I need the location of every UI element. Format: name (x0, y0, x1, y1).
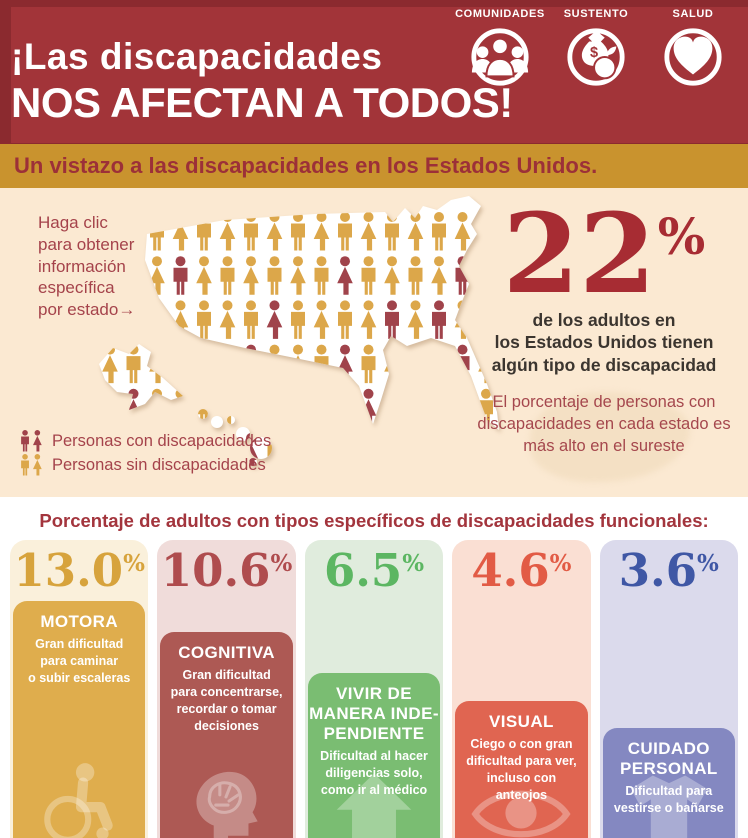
card-description: Ciego o con gran dificultad para ver, in… (466, 737, 577, 802)
stat-note: El porcentaje de personas con discapacid… (477, 392, 731, 456)
brain-icon (196, 771, 258, 838)
heart-icon (664, 28, 722, 86)
svg-text:$: $ (590, 45, 598, 61)
red-people-pair-icon (21, 429, 42, 452)
card-body: VISUAL Ciego o con gran dificultad para … (455, 701, 588, 838)
card-percent: 13.0% (13, 544, 145, 597)
section-banner: Un vistazo a las discapacidades en los E… (0, 143, 748, 188)
stat-value: 22% (502, 189, 706, 318)
card-title: MOTORA (40, 612, 119, 631)
wheelchair-icon (44, 763, 113, 838)
card-body: CUIDADO PERSONAL Dificultad para vestirs… (602, 728, 736, 838)
badge-comunidades: COMUNIDADES (452, 8, 548, 93)
stat-caption: de los adultos en los Estados Unidos tie… (491, 309, 717, 376)
badge-salud: SALUD (645, 8, 741, 93)
gold-people-pair-icon (21, 453, 42, 476)
card-body: MOTORA Gran dificultad para caminar o su… (13, 601, 146, 838)
header-left-edge (0, 0, 11, 143)
legend-label: Personas con discapacidades (52, 431, 272, 450)
percent-sign: % (549, 550, 572, 577)
card-title: VISUAL (489, 712, 554, 731)
percent-sign: % (270, 550, 293, 577)
badge-sustento-label: SUSTENTO (563, 8, 629, 20)
percent-sign: % (123, 550, 145, 577)
disability-type-cards: 13.0% MOTORA Gran dificultad para camina… (10, 540, 739, 838)
money-bag-apple-icon: $ (567, 28, 625, 86)
badge-comunidades-label: COMUNIDADES (455, 8, 545, 20)
card-motora: 13.0% MOTORA Gran dificultad para camina… (10, 540, 149, 838)
legend-with-disabilities: Personas con discapacidades (20, 429, 271, 453)
map-cta-text: Haga clic para obtener información espec… (38, 213, 136, 319)
card-title: COGNITIVA (178, 643, 275, 662)
card-percent: 3.6% (618, 544, 719, 597)
page-title-line1: ¡Las discapacidades (11, 36, 383, 77)
card-percent: 10.6% (160, 544, 293, 597)
badge-salud-label: SALUD (672, 8, 714, 20)
legend-label: Personas sin discapacidades (52, 455, 266, 474)
card-vivir-independiente: 6.5% VIVIR DE MANERA INDE- PENDIENTE Dif… (304, 540, 444, 838)
map-legend: Personas con discapacidades Personas sin… (20, 429, 271, 477)
card-cuidado-personal: 3.6% CUIDADO PERSONAL Dificultad para ve… (599, 540, 739, 838)
header: ¡Las discapacidades NOS AFECTAN A TODOS!… (0, 0, 748, 143)
map-section: Haga clic para obtener información espec… (0, 188, 748, 497)
card-description: Dificultad para vestirse o bañarse (613, 784, 724, 815)
card-description: Gran dificultad para caminar o subir esc… (28, 637, 131, 685)
page-title-line2: NOS AFECTAN A TODOS! (11, 79, 513, 126)
card-body: COGNITIVA Gran dificultad para concentra… (160, 632, 293, 838)
card-percent: 4.6% (471, 544, 572, 597)
legend-without-disabilities: Personas sin discapacidades (20, 453, 271, 477)
card-title: CUIDADO PERSONAL (620, 739, 718, 779)
header-top-edge (0, 0, 748, 7)
national-stat: 22% de los adultos en los Estados Unidos… (470, 189, 738, 482)
card-visual: 4.6% VISUAL Ciego o con gran dificultad … (452, 540, 591, 838)
percent-sign: % (402, 550, 425, 577)
card-body: VIVIR DE MANERA INDE- PENDIENTE Dificult… (307, 673, 441, 838)
card-description: Dificultad al hacer diligencias solo, co… (320, 749, 428, 797)
house-icon (336, 773, 412, 838)
eye-icon (471, 790, 571, 838)
card-title: VIVIR DE MANERA INDE- PENDIENTE (309, 684, 439, 744)
people-group-icon (471, 28, 529, 86)
badge-sustento: SUSTENTO $ (548, 8, 644, 93)
chart-heading: Porcentaje de adultos con tipos específi… (0, 497, 748, 540)
percent-sign: % (657, 207, 706, 266)
card-percent: 6.5% (323, 544, 425, 597)
percent-sign: % (697, 550, 719, 577)
us-map[interactable] (85, 194, 537, 494)
tshirt-icon (630, 775, 708, 838)
card-description: Gran dificultad para concentrarse, recor… (170, 668, 283, 733)
card-cognitiva: 10.6% COGNITIVA Gran dificultad para con… (157, 540, 296, 838)
us-map-svg[interactable] (85, 194, 537, 494)
